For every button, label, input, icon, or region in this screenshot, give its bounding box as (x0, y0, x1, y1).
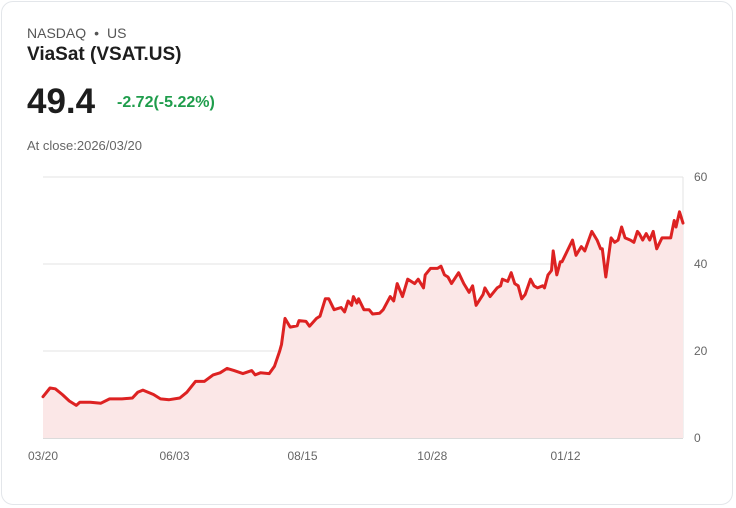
y-tick-label: 40 (694, 257, 708, 271)
y-tick-label: 20 (694, 344, 708, 358)
x-tick-label: 03/20 (28, 449, 58, 463)
market: US (107, 25, 127, 41)
y-tick-label: 0 (694, 431, 701, 445)
close-date: At close:2026/03/20 (27, 138, 142, 153)
y-tick-label: 60 (694, 170, 708, 184)
exchange: NASDAQ (27, 25, 87, 41)
stock-name: ViaSat (VSAT.US) (27, 44, 182, 65)
x-tick-label: 08/15 (287, 449, 317, 463)
price-line (41, 210, 685, 407)
price: 49.4 (27, 82, 96, 121)
separator: • (94, 25, 100, 41)
x-tick-label: 01/12 (551, 449, 581, 463)
x-tick-label: 06/03 (159, 449, 189, 463)
x-tick-label: 10/28 (417, 449, 447, 463)
exchange-line: NASDAQ • US (27, 25, 126, 41)
price-change: -2.72(-5.22%) (117, 94, 215, 111)
